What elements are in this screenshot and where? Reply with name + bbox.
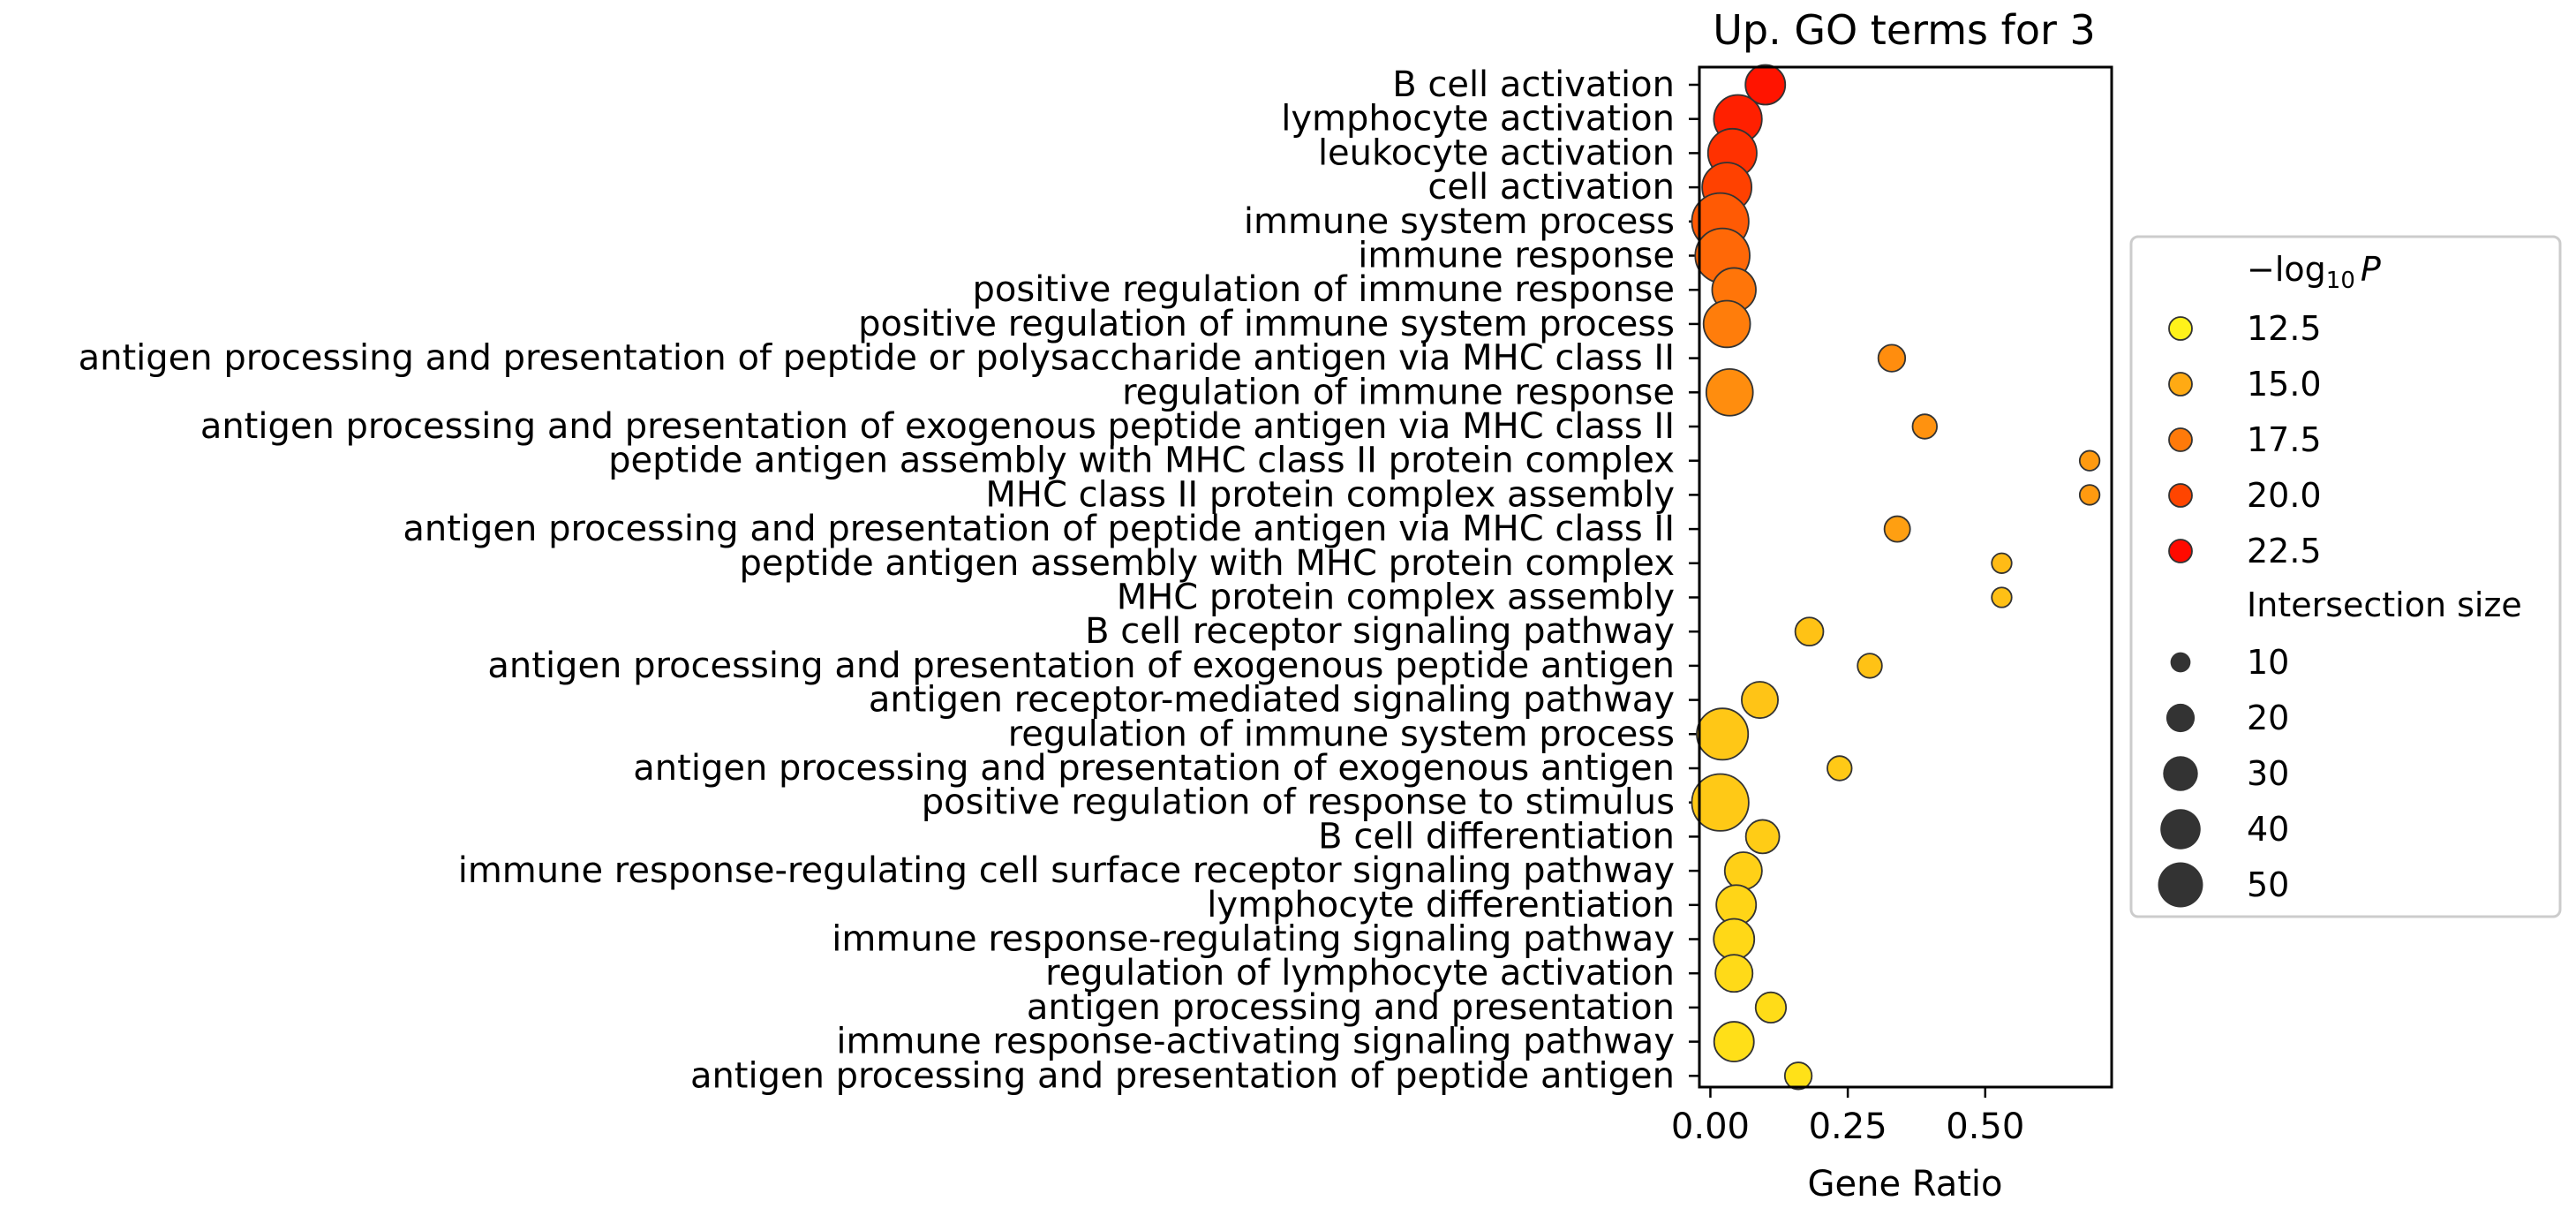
chart-title: Up. GO terms for 3 — [1713, 6, 2096, 54]
legend-color-label: 15.0 — [2247, 365, 2322, 404]
data-point — [1741, 681, 1779, 720]
term-label: immune response-regulating cell surface … — [458, 850, 1675, 891]
term-label: immune system process — [1244, 201, 1675, 242]
legend-size-marker — [2163, 756, 2198, 791]
data-point — [1794, 616, 1825, 647]
data-point — [1714, 954, 1754, 993]
data-point — [1696, 707, 1750, 761]
legend-color-swatch — [2168, 539, 2193, 563]
data-point — [1783, 1061, 1813, 1091]
term-label: positive regulation of immune system pro… — [858, 304, 1675, 344]
legend-color-label: 17.5 — [2247, 420, 2322, 459]
legend-size-marker — [2165, 703, 2196, 733]
term-label: antigen processing and presentation of p… — [403, 509, 1675, 549]
term-label: positive regulation of immune response — [972, 269, 1675, 310]
data-point — [1883, 515, 1911, 543]
term-label: immune response-activating signaling pat… — [836, 1022, 1675, 1062]
data-point — [1911, 413, 1938, 440]
data-point — [1827, 755, 1853, 782]
term-label: antigen processing and presentation of p… — [79, 338, 1675, 379]
term-label: B cell receptor signaling pathway — [1085, 611, 1675, 652]
term-label: antigen processing and presentation of e… — [200, 406, 1675, 447]
data-point — [1723, 851, 1763, 891]
data-point — [2078, 449, 2101, 472]
legend-color-swatch — [2168, 372, 2193, 397]
term-label: peptide antigen assembly with MHC protei… — [739, 543, 1675, 584]
size-legend-title: Intersection size — [2247, 585, 2522, 624]
term-label: lymphocyte differentiation — [1207, 885, 1675, 925]
term-label: antigen processing and presentation of e… — [487, 646, 1675, 686]
legend-size-label: 30 — [2247, 754, 2289, 793]
legend-color-label: 12.5 — [2247, 309, 2322, 348]
term-label: regulation of immune response — [1122, 372, 1675, 412]
legend-size-marker — [2160, 809, 2201, 850]
term-label: immune response — [1358, 236, 1675, 276]
legend-color-swatch — [2168, 316, 2193, 341]
color-legend-title: −log10 P — [2247, 250, 2381, 294]
data-point — [2078, 484, 2101, 506]
color-legend-title-sub: 10 — [2326, 268, 2355, 294]
x-tick-label: 0.25 — [1809, 1106, 1887, 1147]
term-label: MHC class II protein complex assembly — [985, 474, 1675, 515]
data-point — [1857, 653, 1883, 679]
term-label: regulation of lymphocyte activation — [1045, 953, 1675, 993]
term-label: antigen processing and presentation of e… — [633, 748, 1675, 789]
data-point — [1754, 991, 1788, 1024]
data-point — [1702, 299, 1751, 349]
size-legend-entries: 10 20 30 40 50 — [2158, 643, 2289, 908]
legend-color-label: 20.0 — [2247, 476, 2322, 515]
color-legend-title-prefix: −log — [2247, 250, 2326, 289]
term-label: MHC protein complex assembly — [1117, 578, 1675, 618]
term-label: leukocyte activation — [1318, 132, 1675, 173]
data-point — [1991, 552, 2013, 574]
color-legend-entries: 12.5 15.0 17.5 20.0 22.5 — [2168, 309, 2322, 570]
term-label: B cell differentiation — [1318, 816, 1675, 857]
x-axis-title: Gene Ratio — [1808, 1164, 2003, 1205]
term-label: cell activation — [1427, 167, 1675, 208]
legend-color-swatch — [2168, 427, 2193, 452]
data-point — [1991, 586, 2013, 608]
term-label: positive regulation of response to stimu… — [922, 782, 1675, 823]
data-point — [1691, 773, 1750, 832]
x-tick-label: 0.00 — [1671, 1106, 1750, 1147]
data-point — [1713, 1021, 1755, 1063]
term-label: immune response-regulating signaling pat… — [832, 919, 1675, 960]
data-point — [1744, 819, 1781, 855]
term-label: antigen processing and presentation of p… — [690, 1055, 1675, 1096]
x-axis: 0.00 0.25 0.50 — [1671, 1087, 2024, 1147]
legend-size-label: 20 — [2247, 699, 2289, 737]
legend: −log10 P 12.515.017.520.022.5 Intersectio… — [2129, 235, 2562, 918]
term-label: lymphocyte activation — [1281, 99, 1675, 140]
term-label: antigen processing and presentation — [1027, 987, 1675, 1028]
plot-frame — [1698, 65, 2113, 1089]
term-label: peptide antigen assembly with MHC class … — [608, 441, 1675, 481]
legend-frame — [2129, 235, 2562, 918]
legend-size-label: 10 — [2247, 643, 2289, 682]
legend-size-label: 50 — [2247, 865, 2289, 904]
legend-size-marker — [2170, 652, 2191, 673]
term-label: antigen receptor-mediated signaling path… — [869, 680, 1675, 721]
color-legend-title-var: P — [2361, 250, 2381, 289]
data-point — [1877, 344, 1907, 373]
legend-size-marker — [2158, 862, 2203, 908]
data-point — [1744, 64, 1787, 106]
legend-size-label: 40 — [2247, 810, 2289, 849]
term-label: regulation of immune system process — [1008, 714, 1675, 754]
legend-color-swatch — [2168, 483, 2193, 508]
data-point — [1705, 367, 1754, 417]
legend-color-label: 22.5 — [2247, 532, 2322, 570]
term-label: B cell activation — [1392, 64, 1675, 105]
x-tick-label: 0.50 — [1946, 1106, 2024, 1147]
data-points — [1691, 64, 2101, 1091]
data-point — [1713, 918, 1756, 961]
